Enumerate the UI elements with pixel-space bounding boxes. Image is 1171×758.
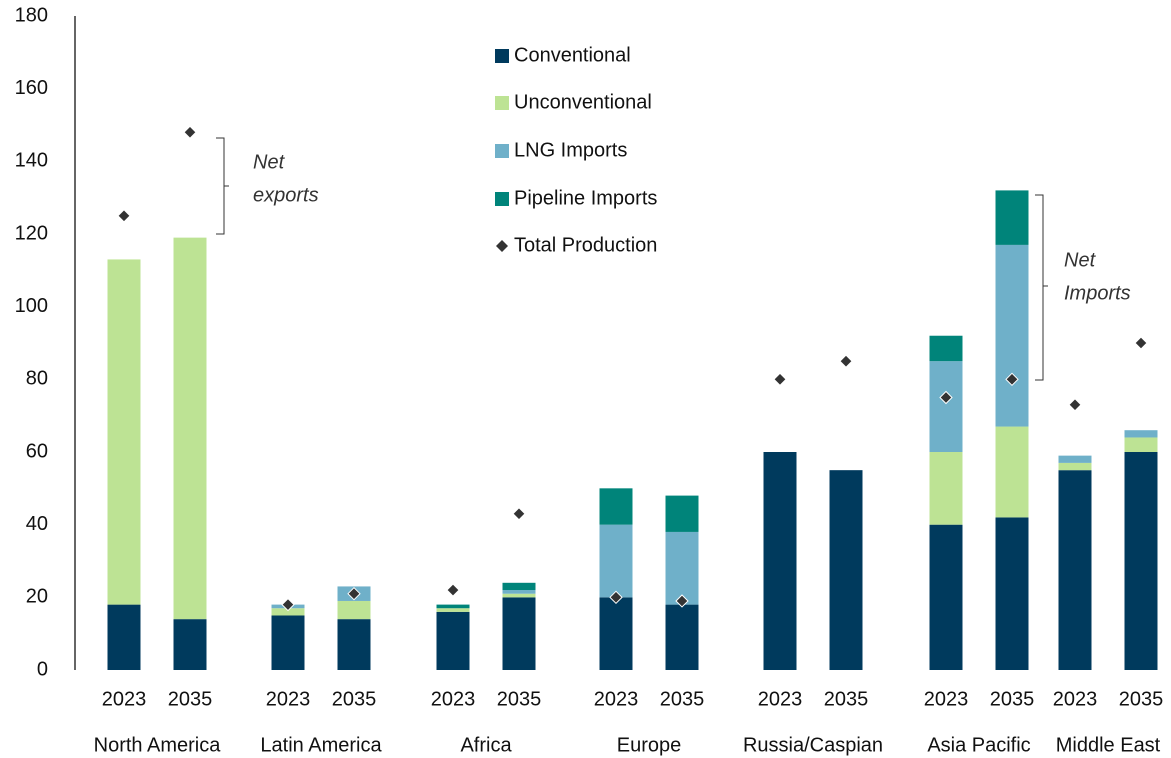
group-label: Russia/Caspian	[743, 734, 883, 756]
bar-segment	[1058, 470, 1092, 670]
total-marker	[1134, 336, 1148, 350]
x-tick-label: 2023	[102, 688, 147, 710]
total-marker	[675, 594, 689, 608]
x-tick-label: 2035	[990, 688, 1035, 710]
total-marker	[512, 507, 526, 521]
total-marker	[939, 390, 953, 405]
x-tick-label: 2023	[1053, 688, 1098, 710]
bar-segment	[436, 611, 470, 670]
x-tick-label: 2023	[266, 688, 311, 710]
bar-segment	[995, 517, 1029, 670]
x-tick-label: 2023	[594, 688, 639, 710]
y-tick-label: 180	[15, 4, 48, 26]
y-tick-label: 0	[37, 658, 48, 680]
bar-segment	[763, 452, 797, 670]
bar-segment	[173, 237, 207, 620]
bar-segment	[502, 590, 536, 594]
annotation: exports	[253, 184, 319, 206]
bar-segment	[337, 600, 371, 620]
x-tick-label: 2035	[497, 688, 542, 710]
bar-segment	[929, 361, 963, 452]
x-tick-label: 2035	[1119, 688, 1164, 710]
bar-segment	[107, 259, 141, 605]
bar-segment	[173, 619, 207, 670]
total-marker	[1005, 372, 1019, 387]
bar-segment	[1124, 430, 1158, 438]
bar-segment	[436, 604, 470, 609]
bar-segment	[995, 190, 1029, 245]
legend-swatch	[495, 96, 509, 110]
bar-segment	[502, 597, 536, 670]
annotation: Imports	[1064, 282, 1131, 304]
total-marker	[446, 583, 460, 597]
group-label: Africa	[460, 734, 512, 756]
y-tick-label: 140	[15, 150, 48, 172]
total-marker	[281, 597, 295, 612]
bar-segment	[107, 604, 141, 670]
bar-segment	[665, 495, 699, 532]
annotation: Net	[1064, 249, 1097, 271]
annotation: Net	[253, 151, 286, 173]
total-marker	[183, 125, 197, 139]
bar-segment	[665, 604, 699, 670]
bar-segment	[995, 244, 1029, 427]
bar-segment	[929, 524, 963, 670]
group-label: Europe	[617, 734, 682, 756]
bar-segment	[271, 608, 305, 616]
x-tick-label: 2023	[431, 688, 476, 710]
x-tick-label: 2023	[758, 688, 803, 710]
x-tick-label: 2035	[660, 688, 705, 710]
total-marker	[839, 354, 853, 368]
total-marker	[347, 586, 361, 601]
group-label: North America	[94, 734, 222, 756]
total-marker	[117, 209, 131, 223]
total-marker	[773, 372, 787, 387]
x-tick-label: 2023	[924, 688, 969, 710]
x-tick-label: 2035	[332, 688, 377, 710]
bar-segment	[1058, 462, 1092, 471]
bar-segment	[995, 426, 1029, 518]
bar-segment	[337, 619, 371, 670]
y-tick-label: 160	[15, 77, 48, 99]
bar-segment	[829, 470, 863, 670]
bracket	[1035, 194, 1048, 381]
legend-label: Pipeline Imports	[514, 187, 657, 209]
y-tick-label: 100	[15, 295, 48, 317]
y-tick-label: 80	[26, 368, 48, 390]
bar-segment	[665, 531, 699, 605]
group-label: Latin America	[260, 734, 382, 756]
bar-segment	[436, 608, 470, 612]
legend-label: Total Production	[514, 234, 657, 256]
legend-swatch	[496, 240, 508, 252]
legend-label: Conventional	[514, 44, 631, 66]
group-label: Asia Pacific	[927, 734, 1030, 756]
bar-segment	[502, 593, 536, 598]
total-marker	[1068, 398, 1082, 412]
bar-segment	[271, 615, 305, 670]
bar-segment	[1124, 452, 1158, 670]
bar-segment	[599, 488, 633, 525]
bar-segment	[502, 582, 536, 591]
legend-swatch	[495, 144, 509, 158]
bar-segment	[599, 524, 633, 598]
y-tick-label: 40	[26, 513, 48, 535]
group-label: Middle East	[1056, 734, 1161, 756]
y-tick-label: 120	[15, 222, 48, 244]
y-tick-label: 20	[26, 586, 48, 608]
y-tick-label: 60	[26, 440, 48, 462]
bracket	[216, 137, 229, 235]
x-tick-label: 2035	[824, 688, 869, 710]
legend-swatch	[495, 192, 509, 206]
legend-swatch	[495, 49, 509, 63]
bar-segment	[929, 335, 963, 362]
bar-segment	[1124, 437, 1158, 452]
legend-label: LNG Imports	[514, 139, 627, 161]
total-marker	[609, 590, 623, 605]
bar-segment	[929, 452, 963, 525]
legend-label: Unconventional	[514, 91, 652, 113]
bar-segment	[1058, 455, 1092, 463]
x-tick-label: 2035	[168, 688, 213, 710]
bar-segment	[599, 597, 633, 670]
